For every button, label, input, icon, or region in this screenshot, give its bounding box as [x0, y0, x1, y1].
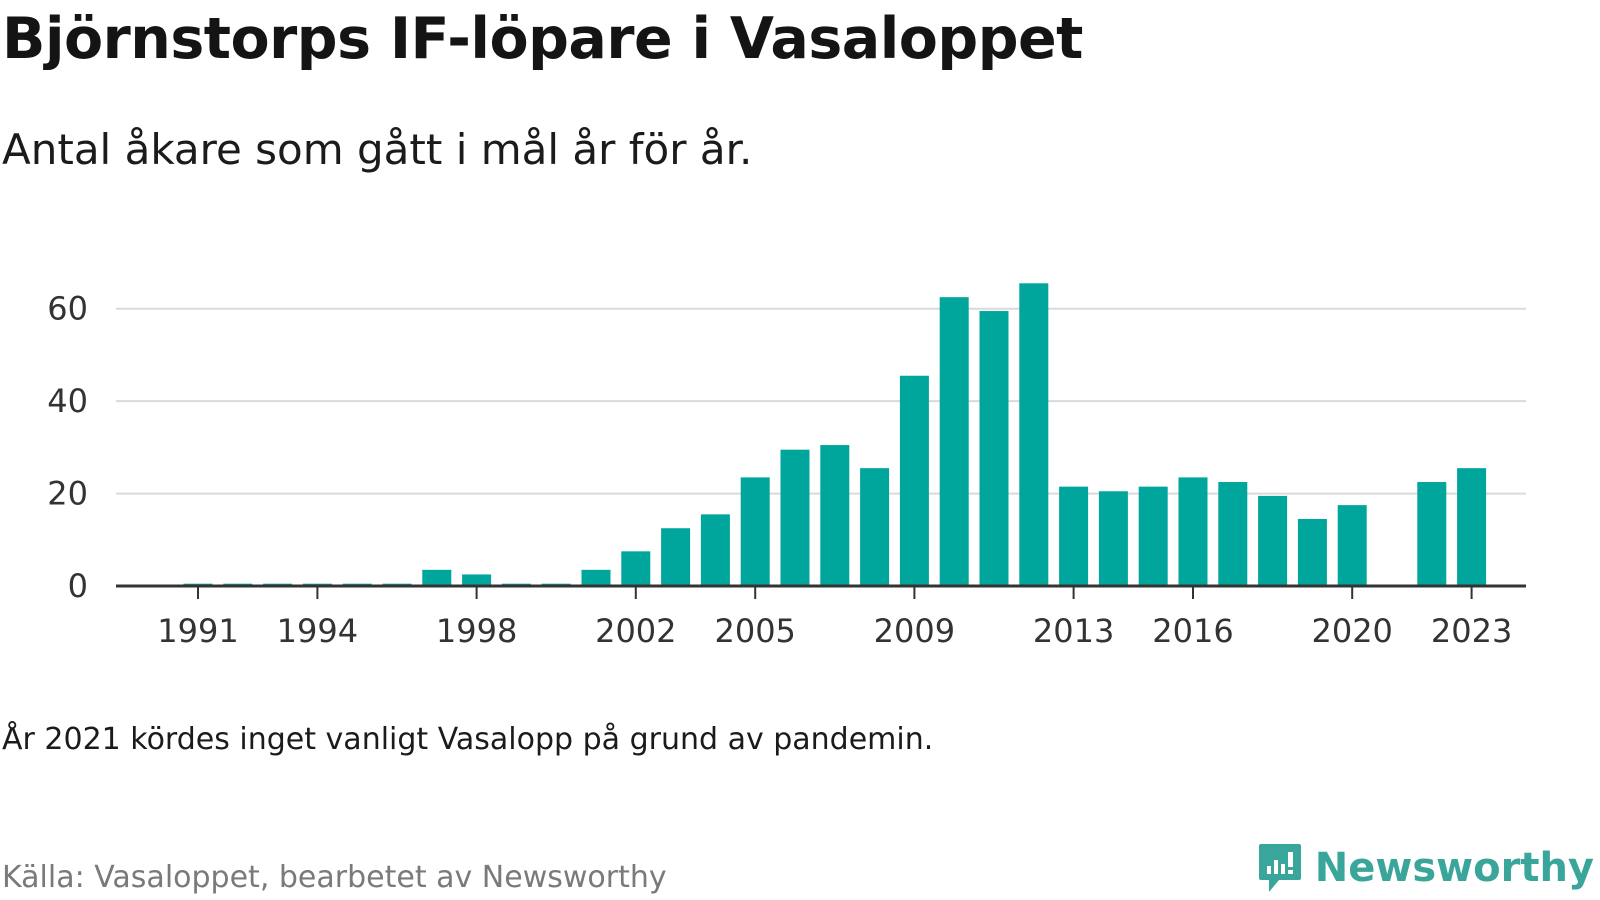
- source-credit: Källa: Vasaloppet, bearbetet av Newswort…: [2, 860, 667, 895]
- brand-logo: Newsworthy: [1257, 842, 1594, 894]
- bar-2013: [1059, 486, 1089, 586]
- chart-subtitle: Antal åkare som gått i mål år för år.: [2, 125, 753, 174]
- x-tick-label-1994: 1994: [277, 612, 358, 650]
- bar-2017: [1218, 482, 1248, 586]
- x-tick-label-1991: 1991: [157, 612, 238, 650]
- bars: [183, 283, 1487, 586]
- y-tick-label-60: 60: [47, 290, 88, 328]
- newsworthy-logo-icon: [1258, 844, 1301, 892]
- y-tick-label-20: 20: [47, 475, 88, 513]
- bar-2001: [581, 569, 611, 586]
- brand-name: Newsworthy: [1314, 845, 1594, 891]
- x-tick-label-2020: 2020: [1311, 612, 1392, 650]
- bar-2005: [740, 477, 770, 586]
- bar-2004: [700, 514, 730, 586]
- bar-2023: [1457, 468, 1487, 586]
- bar-1998: [462, 574, 492, 586]
- bar-2002: [621, 551, 651, 586]
- x-tick-label-1998: 1998: [436, 612, 517, 650]
- x-tick-label-2016: 2016: [1152, 612, 1233, 650]
- bar-2003: [661, 528, 691, 586]
- x-tick-label-2002: 2002: [595, 612, 676, 650]
- y-tick-label-40: 40: [47, 382, 88, 420]
- bar-2015: [1138, 486, 1168, 586]
- bar-2016: [1178, 477, 1208, 586]
- bar-2010: [939, 297, 969, 586]
- x-tick-label-2009: 2009: [874, 612, 955, 650]
- x-tick-label-2023: 2023: [1431, 612, 1512, 650]
- bar-2019: [1297, 518, 1327, 586]
- bar-2020: [1337, 505, 1367, 586]
- bar-2011: [979, 311, 1009, 586]
- chart-footnote: År 2021 kördes inget vanligt Vasalopp på…: [2, 722, 934, 757]
- bar-1997: [422, 569, 452, 586]
- x-axis-tick-labels: 1991 1994 1998 2002 2005 2009 2013 2016 2020 2023: [157, 612, 1512, 650]
- bar-2007: [820, 445, 850, 586]
- bar-2014: [1098, 491, 1128, 586]
- bar-2008: [860, 468, 890, 586]
- bar-2018: [1258, 495, 1288, 586]
- bar-2006: [780, 449, 810, 586]
- bar-2022: [1417, 482, 1447, 586]
- x-tick-label-2005: 2005: [714, 612, 795, 650]
- bar-2012: [1019, 283, 1049, 586]
- x-axis: [116, 584, 1526, 599]
- y-tick-label-0: 0: [68, 567, 88, 605]
- x-tick-label-2013: 2013: [1033, 612, 1114, 650]
- bar-2009: [899, 375, 929, 586]
- bar-chart: 0 20 40 60 1991 1994 1998 2002 2005 2009 2013 2016…: [47, 283, 1526, 650]
- chart-title: Björnstorps IF-löpare i Vasaloppet: [2, 6, 1083, 72]
- y-axis-tick-labels: 0 20 40 60: [47, 290, 88, 605]
